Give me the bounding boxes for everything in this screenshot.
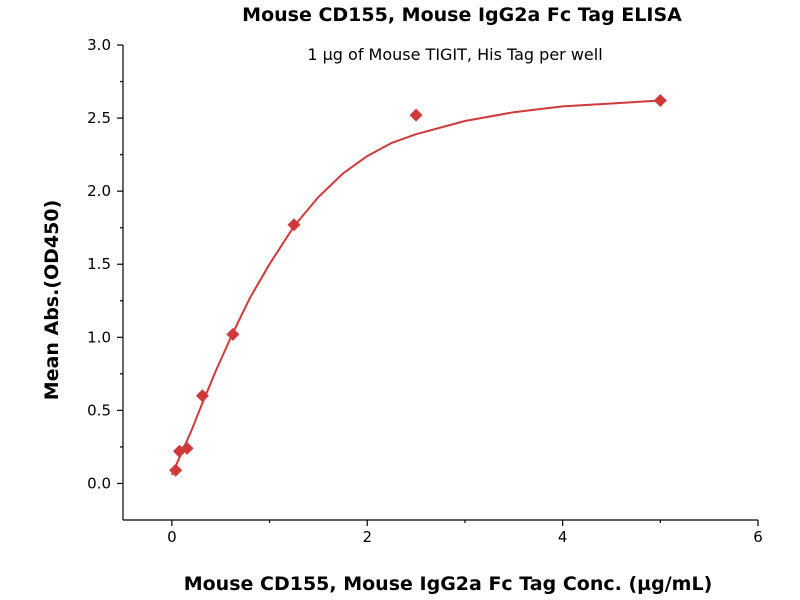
y-axis-label: Mean Abs.(OD450) — [41, 200, 63, 401]
y-tick-label: 1.0 — [87, 328, 111, 346]
data-point — [195, 389, 209, 403]
y-tick-label: 0.0 — [87, 474, 111, 492]
data-point — [409, 108, 423, 122]
data-point — [287, 218, 301, 232]
y-tick-label: 2.0 — [87, 182, 111, 200]
y-tick-label: 3.0 — [87, 36, 111, 54]
y-ticks: 0.0 0.5 1.0 1.5 2.0 2.5 3.0 — [87, 36, 123, 492]
data-points — [169, 94, 667, 477]
x-tick-label: 4 — [558, 528, 568, 546]
y-tick-label: 0.5 — [87, 401, 111, 419]
data-point — [180, 441, 194, 455]
x-ticks: 0 2 4 6 — [167, 520, 763, 546]
chart-title: Mouse CD155, Mouse IgG2a Fc Tag ELISA — [242, 4, 682, 26]
x-tick-label: 6 — [753, 528, 763, 546]
y-tick-label: 1.5 — [87, 255, 111, 273]
y-tick-label: 2.5 — [87, 109, 111, 127]
data-point — [226, 327, 240, 341]
x-tick-label: 2 — [362, 528, 372, 546]
data-point — [653, 94, 667, 108]
data-point — [169, 463, 183, 477]
x-tick-label: 0 — [167, 528, 177, 546]
chart-subtitle: 1 µg of Mouse TIGIT, His Tag per well — [307, 45, 602, 64]
x-axis-label: Mouse CD155, Mouse IgG2a Fc Tag Conc. (µ… — [184, 573, 713, 595]
fit-curve — [170, 99, 661, 476]
axes — [122, 45, 758, 521]
